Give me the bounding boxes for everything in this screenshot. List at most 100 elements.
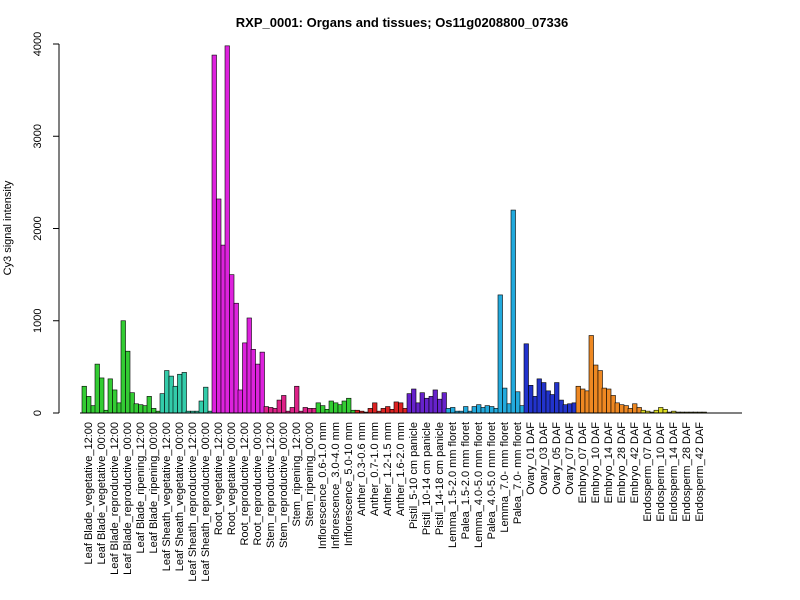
- bar: [515, 391, 521, 414]
- bar: [268, 407, 274, 414]
- bar: [567, 403, 573, 414]
- bar: [107, 378, 113, 414]
- bar: [497, 294, 503, 414]
- x-tick-labels: Leaf Blade_vegetative_12:00 Leaf Blade_ve…: [83, 422, 706, 582]
- bar: [133, 403, 139, 414]
- x-tick-label: Stem_reproductive_00:00: [278, 422, 290, 548]
- x-tick-label: Anther_0.7-1.0 mm: [369, 422, 381, 516]
- bar: [510, 209, 516, 414]
- x-tick-label: Endosperm_07 DAF: [642, 422, 654, 522]
- x-tick-label: Ovary_01 DAF: [525, 422, 537, 495]
- bar: [549, 394, 555, 414]
- bar: [216, 198, 222, 414]
- x-tick-label: Endosperm_10 DAF: [655, 422, 667, 522]
- bar: [125, 350, 131, 414]
- bar: [341, 400, 347, 414]
- bar: [164, 370, 170, 414]
- x-tick-label: Lemma_1.5-2.0 mm floret: [447, 422, 459, 548]
- x-tick-label: Anther_1.6-2.0 mm: [395, 422, 407, 516]
- bar: [138, 404, 144, 414]
- x-tick-label: Inflorescence_3.0-4.0 mm: [330, 422, 342, 549]
- bar: [198, 400, 204, 414]
- y-tick-label: 2000: [32, 216, 44, 240]
- bar: [172, 385, 178, 414]
- x-tick-label: Pistil_5-10 cm panicle: [408, 422, 420, 529]
- bar: [471, 406, 477, 414]
- bar: [320, 405, 326, 414]
- bar: [398, 402, 404, 414]
- bar: [259, 351, 265, 414]
- bar: [411, 388, 417, 414]
- bar: [580, 388, 586, 414]
- bar: [385, 406, 391, 414]
- bar: [94, 363, 100, 414]
- bar: [424, 397, 430, 414]
- y-axis: 0 1000 2000 3000 4000: [32, 32, 60, 416]
- bar: [476, 404, 482, 414]
- x-tick-label: Leaf Blade_ripening_00:00: [148, 422, 160, 554]
- bar: [554, 382, 560, 414]
- bar: [372, 402, 378, 414]
- bar: [333, 402, 339, 414]
- bar: [86, 396, 92, 414]
- bar: [181, 372, 187, 414]
- bar: [302, 407, 308, 414]
- y-tick-label: 1000: [32, 309, 44, 333]
- bar: [346, 397, 352, 414]
- bar: [203, 386, 209, 414]
- bar: [177, 373, 183, 414]
- bar: [445, 408, 451, 414]
- x-tick-label: Leaf Sheath_vegetative_00:00: [174, 422, 186, 571]
- bar: [281, 395, 287, 414]
- x-tick-label: Embryo_07 DAF: [577, 422, 589, 504]
- bar: [81, 385, 87, 414]
- bar: [523, 343, 529, 414]
- bar: [432, 389, 438, 414]
- bar: [627, 408, 633, 414]
- bar: [437, 398, 443, 414]
- x-tick-label: Root_vegetative_12:00: [213, 422, 225, 535]
- x-tick-label: Stem_ripening_12:00: [291, 422, 303, 527]
- bar: [588, 335, 594, 414]
- x-tick-label: Leaf Blade_vegetative_12:00: [83, 422, 95, 565]
- bar: [276, 399, 282, 414]
- x-tick-label: Root_reproductive_00:00: [252, 422, 264, 546]
- bar: [562, 404, 568, 414]
- x-tick-label: Inflorescence_5.0-10 mm: [343, 422, 355, 546]
- bar: [294, 385, 300, 414]
- x-tick-label: Palea_1.5-2.0 mm floret: [460, 422, 472, 539]
- x-tick-label: Leaf Blade_reproductive_00:00: [122, 422, 134, 575]
- bar: [99, 377, 105, 414]
- bar: [658, 407, 664, 414]
- bar: [536, 378, 542, 414]
- x-tick-label: Ovary_07 DAF: [564, 422, 576, 495]
- bar: [120, 320, 126, 414]
- bar: [528, 385, 534, 414]
- bar: [146, 396, 152, 414]
- x-tick-label: Pistil_14-18 cm panicle: [434, 422, 446, 535]
- x-tick-label: Endosperm_42 DAF: [694, 422, 706, 522]
- x-tick-label: Lemma_7.0- mm floret: [499, 422, 511, 533]
- x-tick-label: Pistil_10-14 cm panicle: [421, 422, 433, 535]
- chart-title: RXP_0001: Organs and tissues; Os11g02088…: [236, 15, 568, 30]
- bar: [406, 393, 412, 414]
- bar: [367, 408, 373, 414]
- x-tick-label: Root_reproductive_12:00: [239, 422, 251, 546]
- x-tick-label: Endosperm_14 DAF: [668, 422, 680, 522]
- bar: [315, 402, 321, 414]
- bar: [263, 406, 269, 414]
- bar: [380, 408, 386, 414]
- y-tick-label: 4000: [32, 32, 44, 56]
- bar: [255, 363, 261, 414]
- x-tick-label: Root_vegetative_00:00: [226, 422, 238, 535]
- x-tick-label: Embryo_42 DAF: [629, 422, 641, 504]
- x-tick-label: Leaf Blade_reproductive_12:00: [109, 422, 121, 575]
- bar: [489, 406, 495, 414]
- bar: [211, 54, 217, 414]
- bars: [81, 45, 707, 414]
- bar: [632, 403, 638, 414]
- bar: [393, 401, 399, 414]
- x-tick-label: Leaf Blade_vegetative_00:00: [96, 422, 108, 565]
- bar: [229, 274, 235, 414]
